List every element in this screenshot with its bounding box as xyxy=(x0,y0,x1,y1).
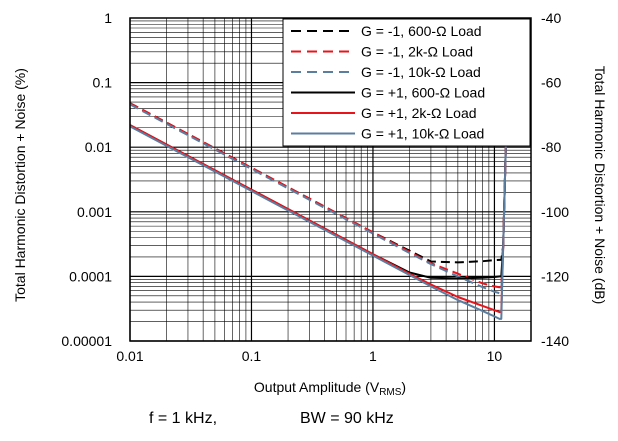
tick-labels: 0.01 0.1 1 10 0.00001 0.0001 0.001 0.01 0.1 1 -140… xyxy=(61,10,569,364)
footnote-frequency: f = 1 kHz, xyxy=(149,410,218,427)
y-tick-label: 0.00001 xyxy=(61,333,112,349)
y-tick-label: 1 xyxy=(104,10,112,26)
y2-tick-label: -120 xyxy=(541,268,569,284)
y-tick-label: 0.001 xyxy=(77,204,112,220)
footnote-bandwidth: BW = 90 kHz xyxy=(300,410,394,427)
x-tick-label: 0.01 xyxy=(116,348,143,364)
y2-tick-label: -60 xyxy=(541,75,561,91)
y-tick-label: 0.01 xyxy=(85,139,112,155)
y2-tick-label: -100 xyxy=(541,204,569,220)
plot-frame xyxy=(129,17,532,342)
y-tick-label: 0.0001 xyxy=(69,268,112,284)
y2-tick-label: -140 xyxy=(541,333,569,349)
legend-label: G = +1, 2k-Ω Load xyxy=(361,105,477,121)
y-tick-label: 0.1 xyxy=(93,75,113,91)
x-tick-label: 1 xyxy=(369,348,377,364)
y-axis-label-right: Total Harmonic Distortion + Noise (dB) xyxy=(592,66,608,304)
legend-label: G = +1, 600-Ω Load xyxy=(361,85,485,101)
y-axis-label-left: Total Harmonic Distortion + Noise (%) xyxy=(12,68,28,302)
y2-tick-label: -40 xyxy=(541,10,561,26)
legend-label: G = -1, 10k-Ω Load xyxy=(361,64,481,80)
series-line xyxy=(129,116,508,320)
x-tick-label: 10 xyxy=(487,348,503,364)
x-axis-label-subscript: RMS xyxy=(379,387,402,398)
x-axis-label-end: ) xyxy=(401,379,406,395)
legend: G = -1, 600-Ω Load G = -1, 2k-Ω Load G = -… xyxy=(282,18,531,147)
legend-label: G = -1, 600-Ω Load xyxy=(361,23,482,39)
series-lines xyxy=(129,102,508,320)
x-tick-label: 0.1 xyxy=(242,348,262,364)
y2-tick-label: -80 xyxy=(541,139,561,155)
x-axis-label: Output Amplitude (VRMS) xyxy=(254,379,406,398)
legend-label: G = -1, 2k-Ω Load xyxy=(361,44,473,60)
legend-box xyxy=(282,18,531,147)
legend-label: G = +1, 10k-Ω Load xyxy=(361,126,484,142)
